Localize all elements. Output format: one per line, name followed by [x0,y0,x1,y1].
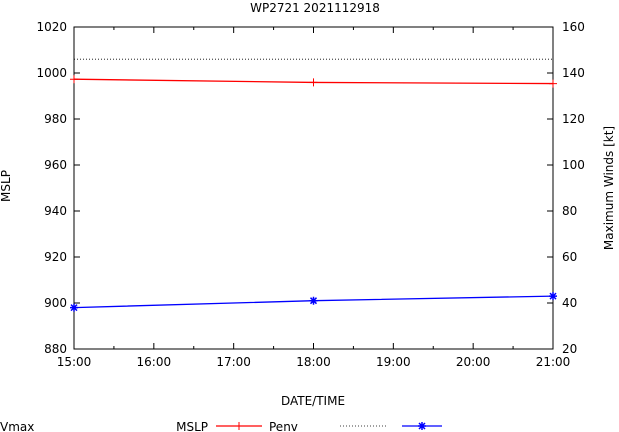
y2-tick-label: 80 [562,204,577,218]
y2-tick-label: 120 [562,112,585,126]
data-point [549,292,557,301]
y2-tick-label: 60 [562,250,577,264]
legend-marker [418,422,426,430]
y2-tick-label: 160 [562,20,585,34]
plot-area: 15:00 16:00 17:00 18:00 19:00 20:00 21:00 880 90… [36,20,584,369]
data-point [309,78,318,87]
x-axis-label: DATE/TIME [281,394,345,408]
y2-tick-label: 100 [562,158,585,172]
x-tick-label: 20:00 [456,355,491,369]
legend-marker [235,422,243,430]
data-point [70,75,78,84]
x-tick-label: 18:00 [296,355,331,369]
y-tick-label: 940 [44,204,67,218]
y2-tick-label: 40 [562,296,577,310]
data-point [309,296,318,305]
y-tick-label: 1020 [36,20,67,34]
y-tick-label: 900 [44,296,67,310]
y-tick-label: 920 [44,250,67,264]
y2-tick-label: 20 [562,342,577,356]
x-tick-label: 17:00 [216,355,251,369]
x-tick-label: 21:00 [536,355,571,369]
legend-label: Vmax [0,420,34,432]
y-tick-label: 880 [44,342,67,356]
y-tick-label: 960 [44,158,67,172]
y2-axis-label: Maximum Winds [kt] [602,126,616,250]
x-tick-label: 16:00 [137,355,172,369]
y-tick-label: 980 [44,112,67,126]
data-point [70,303,78,312]
chart-title: WP2721 2021112918 [250,1,380,15]
data-point [549,79,557,88]
legend-title: MSLP [176,420,208,432]
y-axis-label: MSLP [0,170,13,202]
x-tick-label: 15:00 [57,355,92,369]
y2-tick-label: 140 [562,66,585,80]
legend: MSLP Penv Vmax [0,420,442,432]
legend-label: Penv [269,420,298,432]
y-tick-label: 1000 [36,66,67,80]
x-tick-label: 19:00 [376,355,411,369]
